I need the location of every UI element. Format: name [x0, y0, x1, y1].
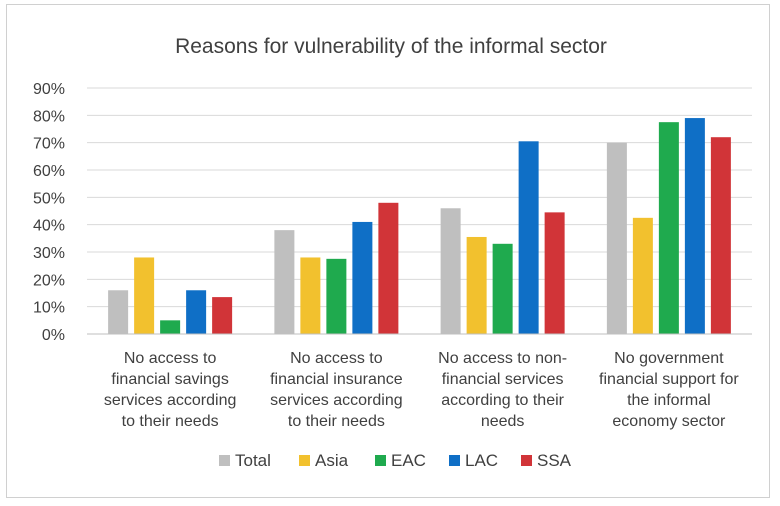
- bar-lac-1: [186, 290, 207, 334]
- category-label: No access to financial savings services ac…: [104, 350, 237, 430]
- bar-lac-2: [352, 221, 373, 334]
- y-tick-label: 70%: [33, 136, 65, 153]
- y-tick-label: 60%: [33, 163, 65, 180]
- legend-swatch-lac: [449, 455, 460, 466]
- bar-ssa-4: [710, 137, 731, 334]
- legend-label-eac: EAC: [391, 451, 426, 470]
- legend-swatch-ssa: [521, 455, 532, 466]
- bar-lac-3: [518, 141, 539, 334]
- legend-label-ssa: SSA: [537, 451, 572, 470]
- category-label-line: economy sector: [612, 413, 726, 430]
- y-tick-label: 30%: [33, 245, 65, 262]
- category-label-line: financial services: [442, 371, 564, 388]
- bar-lac-4: [684, 118, 705, 334]
- bar-asia-2: [300, 257, 321, 334]
- legend: Total Asia EAC LAC SSA: [219, 451, 572, 470]
- category-label-line: No access to non-: [438, 350, 567, 367]
- legend-label-total: Total: [235, 451, 271, 470]
- bar-total-2: [274, 230, 295, 334]
- category-label-line: according to their: [441, 392, 564, 409]
- bar-asia-3: [466, 236, 487, 334]
- bar-eac-3: [492, 243, 513, 334]
- bars: [108, 118, 731, 335]
- bar-total-4: [606, 142, 627, 334]
- category-label-line: No access to: [124, 350, 217, 367]
- legend-label-asia: Asia: [315, 451, 349, 470]
- category-label-line: to their needs: [122, 413, 219, 430]
- legend-label-lac: LAC: [465, 451, 498, 470]
- y-tick-label: 0%: [42, 327, 65, 344]
- category-label-line: financial insurance: [270, 371, 403, 388]
- legend-swatch-asia: [299, 455, 310, 466]
- category-label-line: No government: [614, 350, 724, 367]
- bar-chart: Reasons for vulnerability of the informa…: [33, 35, 752, 470]
- bar-total-3: [440, 208, 461, 334]
- category-label-line: the informal: [627, 392, 711, 409]
- category-label-line: financial support for: [599, 371, 739, 388]
- category-labels: No access to financial savings services ac…: [104, 350, 739, 430]
- y-tick-label: 40%: [33, 218, 65, 235]
- legend-swatch-eac: [375, 455, 386, 466]
- category-label: No access to non-financial services accor…: [438, 350, 567, 430]
- bar-eac-1: [160, 320, 181, 334]
- y-tick-label: 10%: [33, 300, 65, 317]
- category-label: No government financial support for the in…: [599, 350, 739, 430]
- gridlines: [87, 87, 752, 308]
- y-tick-label: 20%: [33, 272, 65, 289]
- legend-swatch-total: [219, 455, 230, 466]
- bar-ssa-3: [544, 212, 565, 334]
- y-tick-label: 50%: [33, 190, 65, 207]
- chart-title: Reasons for vulnerability of the informa…: [175, 35, 607, 58]
- category-label-line: No access to: [290, 350, 383, 367]
- category-label-line: services according: [104, 392, 237, 409]
- category-label: No access to financial insurance services …: [270, 350, 403, 430]
- category-label-line: needs: [481, 413, 525, 430]
- category-label-line: services according: [270, 392, 403, 409]
- bar-ssa-1: [212, 297, 233, 334]
- bar-asia-1: [134, 257, 155, 334]
- category-label-line: to their needs: [288, 413, 385, 430]
- category-label-line: financial savings: [111, 371, 228, 388]
- y-tick-label: 90%: [33, 81, 65, 98]
- bar-eac-2: [326, 258, 347, 334]
- chart-frame: Reasons for vulnerability of the informa…: [6, 4, 770, 498]
- bar-eac-4: [658, 122, 679, 335]
- bar-asia-4: [632, 217, 653, 334]
- bar-total-1: [108, 290, 129, 334]
- y-tick-label: 80%: [33, 108, 65, 125]
- y-axis-ticks: 0% 10% 20% 30% 40% 50% 60% 70% 80% 90%: [33, 81, 65, 344]
- bar-ssa-2: [378, 202, 399, 334]
